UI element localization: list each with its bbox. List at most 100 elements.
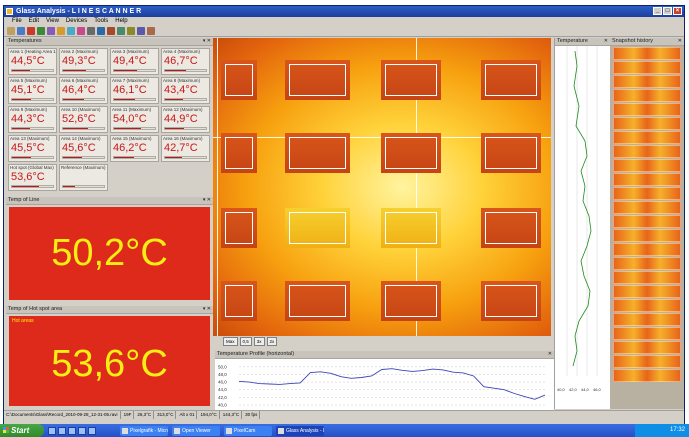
measurement-area[interactable] <box>481 281 541 321</box>
snapshot-thumbnail[interactable] <box>613 355 681 368</box>
roi-rectangle[interactable] <box>385 212 437 244</box>
measurement-area[interactable] <box>381 60 441 100</box>
snapshot-thumbnail[interactable] <box>613 145 681 158</box>
print-icon[interactable] <box>127 26 135 35</box>
taskbar-task[interactable]: Glass Analysis - L I N ... <box>276 425 324 436</box>
taskbar-task[interactable]: PixelCam <box>224 425 272 436</box>
thermal-image-view[interactable] <box>213 38 551 336</box>
measurement-area[interactable] <box>381 133 441 173</box>
menu-item-tools[interactable]: Tools <box>94 18 109 24</box>
image-tool-button[interactable]: 0,5 <box>239 336 252 346</box>
snapshot-thumbnail[interactable] <box>613 257 681 270</box>
roi-rectangle[interactable] <box>485 64 537 96</box>
roi-rectangle[interactable] <box>225 64 253 96</box>
palette-icon[interactable] <box>77 26 85 35</box>
menu-item-view[interactable]: View <box>46 18 59 24</box>
temperature-tile[interactable]: Reference (Maximum) <box>59 164 108 191</box>
menu-item-edit[interactable]: Edit <box>28 18 40 24</box>
temperature-tile[interactable]: Area 14 (Maximum) 45,6°C <box>59 135 108 162</box>
roi-rectangle[interactable] <box>485 212 537 244</box>
temperature-tile[interactable]: Area 10 (Maximum) 52,6°C <box>59 106 108 133</box>
snapshot-thumbnail[interactable] <box>613 243 681 256</box>
play-icon[interactable] <box>57 26 65 35</box>
snapshot-thumbnail[interactable] <box>613 47 681 60</box>
measurement-area[interactable] <box>221 133 257 173</box>
snapshot-thumbnail[interactable] <box>613 201 681 214</box>
snapshot-thumbnail[interactable] <box>613 369 681 382</box>
temperature-tile[interactable]: Area 1 (Heating Area 1) 44,5°C <box>8 48 57 75</box>
measurement-area[interactable] <box>285 281 350 321</box>
taskbar-task[interactable]: Open Viewer <box>172 425 220 436</box>
browser-icon[interactable] <box>48 426 56 435</box>
measurement-area[interactable] <box>221 281 257 321</box>
snapshot-thumbnail[interactable] <box>613 327 681 340</box>
camera-icon[interactable] <box>27 26 35 35</box>
measurement-area[interactable] <box>285 60 350 100</box>
help-icon[interactable] <box>147 26 155 35</box>
maximize-icon[interactable]: □ <box>663 7 672 15</box>
folder-icon[interactable] <box>68 426 76 435</box>
mail-icon[interactable] <box>58 426 66 435</box>
settings-icon[interactable] <box>137 26 145 35</box>
roi-rectangle[interactable] <box>385 285 437 317</box>
snapshot-thumbnail[interactable] <box>613 215 681 228</box>
panel-close-icon[interactable]: ▾ ✕ <box>202 197 211 203</box>
roi-rectangle[interactable] <box>485 285 537 317</box>
panel-close-icon[interactable]: ✕ <box>547 351 552 357</box>
snapshot-thumbnail[interactable] <box>613 173 681 186</box>
image-tool-button[interactable]: 3x <box>253 336 265 346</box>
temperature-tile[interactable]: Area 9 (Maximum) 44,3°C <box>8 106 57 133</box>
temperature-tile[interactable]: Area 2 (Maximum) 49,3°C <box>59 48 108 75</box>
measurement-area[interactable] <box>481 60 541 100</box>
temperature-tile[interactable]: Area 12 (Maximum) 44,9°C <box>161 106 210 133</box>
roi-rectangle[interactable] <box>225 212 253 244</box>
snapshot-thumbnail[interactable] <box>613 341 681 354</box>
roi-rectangle[interactable] <box>289 285 346 317</box>
temperature-tile[interactable]: Area 4 (Maximum) 46,7°C <box>161 48 210 75</box>
panel-close-icon[interactable]: ✕ <box>603 38 608 44</box>
temperature-tile[interactable]: Hot spot (Global Max) 53,6°C <box>8 164 57 191</box>
menu-item-devices[interactable]: Devices <box>65 18 88 24</box>
grid-icon[interactable] <box>87 26 95 35</box>
temperature-tile[interactable]: Area 5 (Maximum) 45,1°C <box>8 77 57 104</box>
line-cursor-left[interactable] <box>217 38 218 336</box>
roi-rectangle[interactable] <box>385 64 437 96</box>
menu-item-file[interactable]: File <box>12 18 22 24</box>
snapshot-thumbnail[interactable] <box>613 313 681 326</box>
temperature-tile[interactable]: Area 7 (Maximum) 46,1°C <box>110 77 159 104</box>
snapshot-thumbnail[interactable] <box>613 299 681 312</box>
measurement-area[interactable] <box>381 208 441 248</box>
roi-rectangle[interactable] <box>225 137 253 169</box>
snapshot-thumbnail[interactable] <box>613 117 681 130</box>
measurement-area[interactable] <box>481 208 541 248</box>
snapshot-thumbnail[interactable] <box>613 89 681 102</box>
save-icon[interactable] <box>17 26 25 35</box>
snapshot-thumbnail[interactable] <box>613 61 681 74</box>
snapshot-thumbnail[interactable] <box>613 159 681 172</box>
temperature-tile[interactable]: Area 15 (Maximum) 46,2°C <box>110 135 159 162</box>
export-icon[interactable] <box>117 26 125 35</box>
snapshot-thumbnail[interactable] <box>613 103 681 116</box>
snapshot-thumbnail[interactable] <box>613 229 681 242</box>
panel-close-icon[interactable]: ✕ <box>677 38 682 44</box>
desktop-icon[interactable] <box>78 426 86 435</box>
roi-rectangle[interactable] <box>385 137 437 169</box>
temperature-tile[interactable]: Area 16 (Maximum) 42,7°C <box>161 135 210 162</box>
crosshair-vertical[interactable] <box>416 38 417 336</box>
roi-rectangle[interactable] <box>289 64 346 96</box>
record-icon[interactable] <box>37 26 45 35</box>
snapshot-thumbnail[interactable] <box>613 75 681 88</box>
temperature-tile[interactable]: Area 3 (Maximum) 49,4°C <box>110 48 159 75</box>
stop-icon[interactable] <box>47 26 55 35</box>
zoom-icon[interactable] <box>67 26 75 35</box>
image-tool-button[interactable]: 2x <box>266 336 278 346</box>
measurement-area[interactable] <box>285 208 350 248</box>
panel-close-icon[interactable]: ▾ ✕ <box>202 38 211 44</box>
panel-close-icon[interactable]: ▾ ✕ <box>202 306 211 312</box>
minimize-icon[interactable]: _ <box>653 7 662 15</box>
start-button[interactable]: Start <box>0 424 44 437</box>
temperature-tile[interactable]: Area 6 (Maximum) 46,4°C <box>59 77 108 104</box>
measurement-area[interactable] <box>285 133 350 173</box>
measure-icon[interactable] <box>97 26 105 35</box>
chart-icon[interactable] <box>107 26 115 35</box>
